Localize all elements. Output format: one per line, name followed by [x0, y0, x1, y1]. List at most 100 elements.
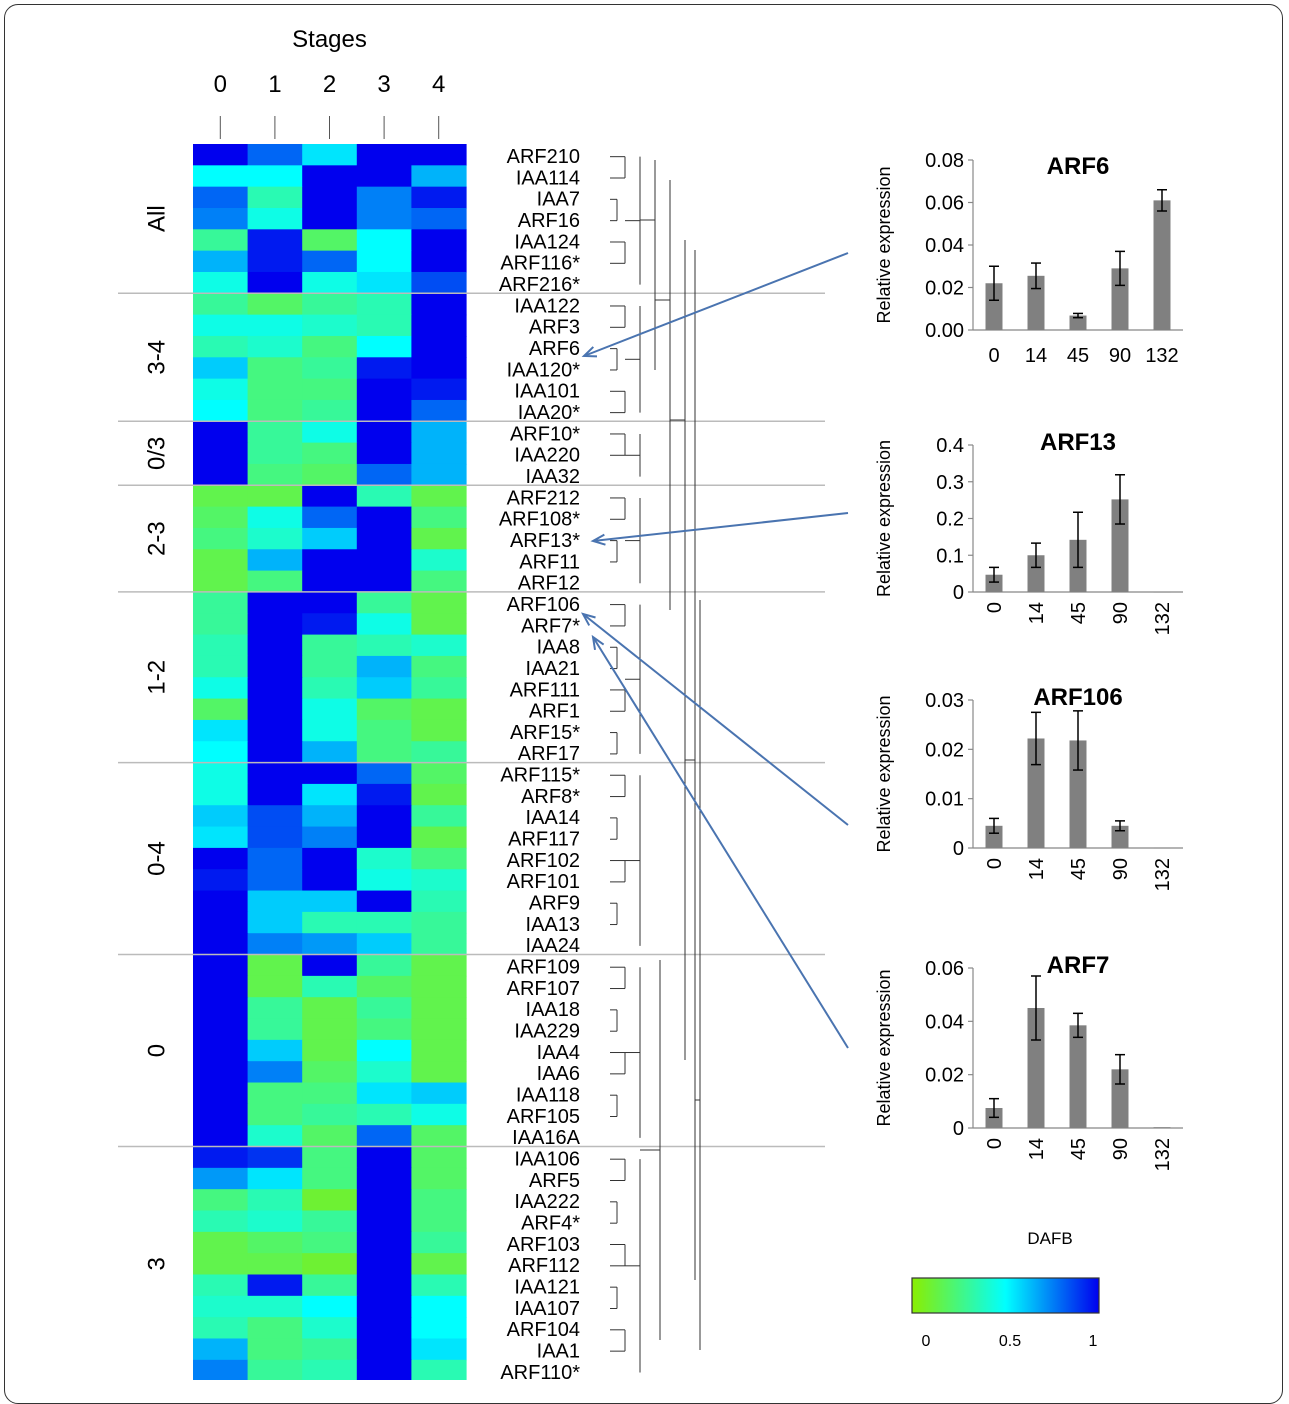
heatmap-cell — [247, 975, 303, 998]
heatmap-cell — [302, 1167, 358, 1190]
gene-label: IAA101 — [514, 381, 580, 403]
heatmap-cell — [411, 421, 467, 444]
gene-label: ARF111 — [510, 679, 580, 701]
bar-chart-arf6: ARF6 Relative expression 0.00 0.02 0.04 0.06 0… — [874, 150, 1183, 367]
heatmap-cell — [193, 463, 249, 486]
gene-label: ARF13* — [510, 530, 580, 552]
heatmap-cell — [356, 293, 412, 316]
heatmap-cell — [302, 719, 358, 742]
heatmap-cell — [302, 1338, 358, 1361]
heatmap-cell — [411, 506, 467, 529]
heatmap-cell — [193, 314, 249, 337]
heatmap-cell — [411, 1317, 467, 1340]
bar-chart-arf13: ARF13 Relative expression 0 0.1 0.2 0.3 0.4 0 14… — [874, 429, 1183, 635]
callout-arrows — [580, 252, 849, 1049]
y-tick-label: 0.00 — [925, 320, 964, 342]
gene-label: ARF112 — [508, 1255, 580, 1277]
stage-label: 3 — [377, 71, 390, 98]
gene-label: ARF4* — [521, 1213, 580, 1235]
heatmap-cell — [356, 485, 412, 508]
heatmap-cell — [356, 1210, 412, 1233]
stage-label: 0 — [214, 71, 227, 98]
heatmap-cell — [302, 890, 358, 913]
gene-label: ARF106 — [507, 594, 580, 616]
gene-label: ARF109 — [507, 957, 580, 979]
heatmap-cell — [411, 549, 467, 572]
heatmap-cell — [302, 1210, 358, 1233]
heatmap-cell — [356, 1039, 412, 1062]
heatmap-cell — [302, 847, 358, 870]
heatmap-cell — [193, 1210, 249, 1233]
heatmap-cell — [302, 1295, 358, 1318]
heatmap-cell — [247, 314, 303, 337]
heatmap-cell — [356, 1231, 412, 1254]
heatmap-cell — [411, 613, 467, 636]
heatmap-cell — [356, 1338, 412, 1361]
heatmap-cell — [302, 826, 358, 849]
gene-label: ARF212 — [507, 487, 580, 509]
heatmap-cell — [247, 1338, 303, 1361]
bar-chart-title: ARF7 — [1047, 952, 1110, 979]
heatmap-cell — [411, 1231, 467, 1254]
heatmap-cell — [411, 144, 467, 166]
x-tick-label: 14 — [1026, 602, 1048, 624]
callout-arrow — [583, 252, 849, 357]
heatmap-cell — [193, 634, 249, 657]
heatmap-cell — [247, 1125, 303, 1148]
y-tick-label: 0.1 — [936, 545, 964, 567]
heatmap-cell — [356, 442, 412, 465]
heatmap-cell — [247, 954, 303, 977]
heatmap-cell — [247, 613, 303, 636]
heatmap-cell — [411, 997, 467, 1020]
heatmap-cell — [302, 634, 358, 657]
heatmap-cell — [247, 1018, 303, 1041]
heatmap-cell — [302, 442, 358, 465]
heatmap-cell — [193, 165, 249, 188]
gene-label: IAA229 — [514, 1021, 580, 1043]
cluster-label: All — [143, 205, 170, 232]
gene-label: IAA4 — [537, 1042, 580, 1064]
heatmap-cell — [356, 613, 412, 636]
heatmap-cell — [247, 165, 303, 188]
heatmap-cell — [247, 698, 303, 721]
heatmap-cell — [193, 570, 249, 593]
x-tick-label: 45 — [1068, 602, 1090, 624]
heatmap-cell — [247, 1274, 303, 1297]
heatmap-cell — [356, 954, 412, 977]
heatmap-cell — [356, 421, 412, 444]
heatmap-cell — [247, 1231, 303, 1254]
x-axis-label: DAFB — [1027, 1229, 1072, 1248]
gene-label: ARF107 — [507, 978, 580, 1000]
heatmap-cell — [302, 399, 358, 422]
heatmap-cell — [193, 186, 249, 209]
heatmap-cell — [356, 463, 412, 486]
gene-label: ARF216* — [499, 274, 580, 296]
heatmap-cell — [302, 1253, 358, 1276]
y-axis-label: Relative expression — [874, 969, 894, 1126]
heatmap-cell — [356, 250, 412, 273]
heatmap-cell — [411, 442, 467, 465]
color-scale-bar — [911, 1277, 1100, 1314]
heatmap-cell — [247, 741, 303, 764]
y-tick-label: 0.04 — [925, 235, 964, 257]
heatmap-cell — [193, 1231, 249, 1254]
heatmap-cell — [356, 1189, 412, 1212]
heatmap-cell — [193, 144, 249, 166]
x-tick-label: 14 — [1026, 858, 1048, 880]
heatmap-cell — [411, 719, 467, 742]
heatmap-cell — [411, 1125, 467, 1148]
gene-label: ARF15* — [510, 722, 580, 744]
heatmap-cell — [411, 805, 467, 828]
heatmap-cell — [411, 463, 467, 486]
bar — [1153, 847, 1171, 849]
heatmap-cell — [193, 527, 249, 550]
heatmap-cell — [193, 762, 249, 785]
heatmap-cell — [247, 485, 303, 508]
heatmap-cell — [302, 698, 358, 721]
gene-label: ARF10* — [510, 423, 580, 445]
gene-label: IAA118 — [516, 1085, 580, 1107]
y-tick-label: 0.02 — [925, 739, 964, 761]
y-tick-label: 0 — [953, 582, 964, 604]
heatmap-cell — [356, 506, 412, 529]
